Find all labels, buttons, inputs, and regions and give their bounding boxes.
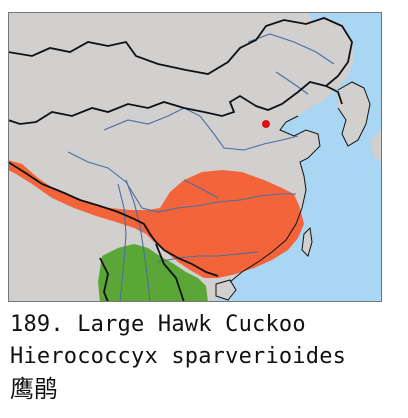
species-number-and-english-name: 189. Large Hawk Cuckoo (10, 312, 306, 337)
korea (338, 82, 370, 146)
amur-river (247, 33, 335, 65)
mainland-coast (229, 115, 321, 283)
laos-border (155, 243, 185, 302)
songhua-river (275, 71, 309, 95)
taiwan-coast (301, 226, 313, 257)
range-map-svg (8, 12, 382, 302)
han-river (183, 179, 219, 199)
summer-breeding-range (8, 160, 304, 278)
japan (370, 130, 382, 162)
range-map (8, 12, 382, 302)
coastlines (215, 81, 371, 301)
rivers (67, 33, 335, 302)
species-scientific-name: Hierococcyx sparverioides (10, 344, 347, 369)
pearl-river (157, 251, 259, 263)
yellow-river (103, 107, 299, 151)
hainan (216, 280, 236, 300)
hainan-coast (215, 279, 237, 301)
yangtze-river (67, 151, 296, 213)
korea-border (325, 85, 343, 105)
borders (8, 17, 353, 302)
resident-range (98, 244, 208, 302)
beijing-marker (262, 120, 270, 128)
mekong-river (125, 179, 151, 302)
himalaya-border (8, 161, 219, 277)
korea-coast (337, 81, 371, 147)
southeast-asia-border (99, 257, 109, 302)
salween-river (117, 183, 127, 302)
map-border (8, 12, 382, 302)
species-chinese-name: 鹰鹃 (10, 375, 58, 403)
china-border (8, 17, 353, 125)
